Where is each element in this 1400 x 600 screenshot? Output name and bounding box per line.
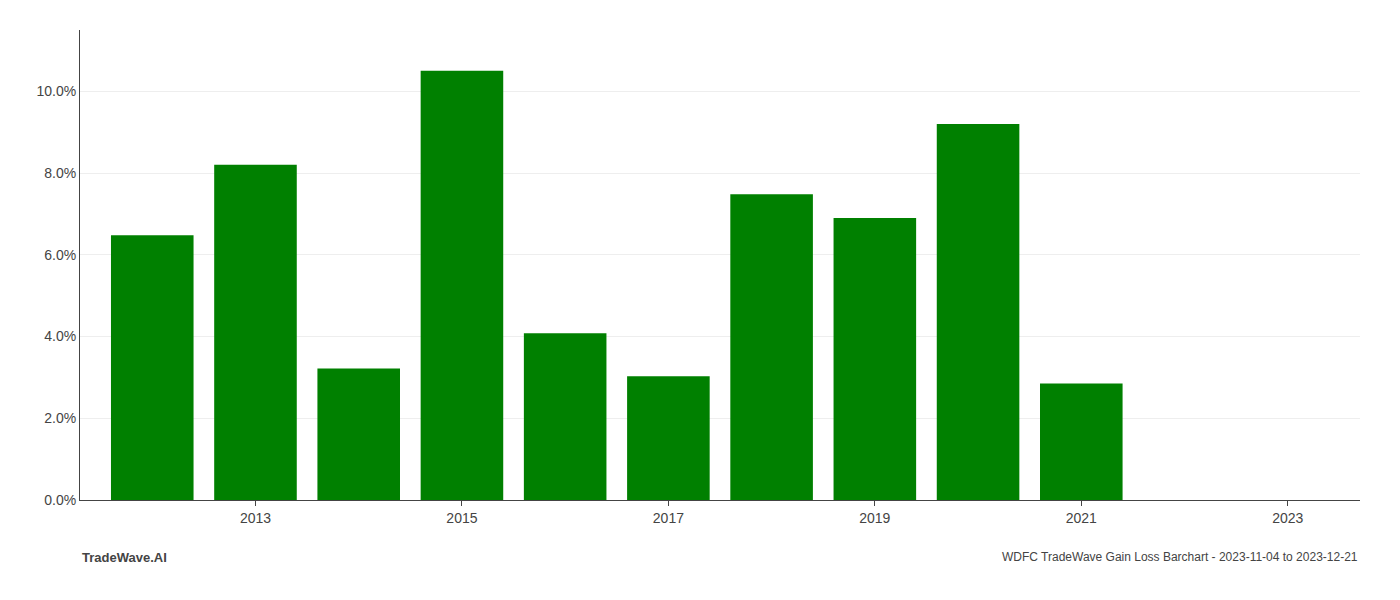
svg-text:2019: 2019 bbox=[859, 510, 890, 526]
svg-text:2.0%: 2.0% bbox=[44, 410, 76, 426]
svg-text:10.0%: 10.0% bbox=[36, 83, 76, 99]
svg-text:2013: 2013 bbox=[240, 510, 271, 526]
svg-text:8.0%: 8.0% bbox=[44, 165, 76, 181]
svg-text:0.0%: 0.0% bbox=[44, 492, 76, 508]
svg-text:4.0%: 4.0% bbox=[44, 328, 76, 344]
svg-text:WDFC TradeWave Gain Loss Barch: WDFC TradeWave Gain Loss Barchart - 2023… bbox=[1002, 550, 1358, 564]
svg-text:TradeWave.AI: TradeWave.AI bbox=[82, 550, 167, 565]
svg-text:2017: 2017 bbox=[653, 510, 684, 526]
svg-text:2023: 2023 bbox=[1272, 510, 1303, 526]
svg-text:6.0%: 6.0% bbox=[44, 247, 76, 263]
svg-text:2021: 2021 bbox=[1066, 510, 1097, 526]
svg-text:2015: 2015 bbox=[446, 510, 477, 526]
